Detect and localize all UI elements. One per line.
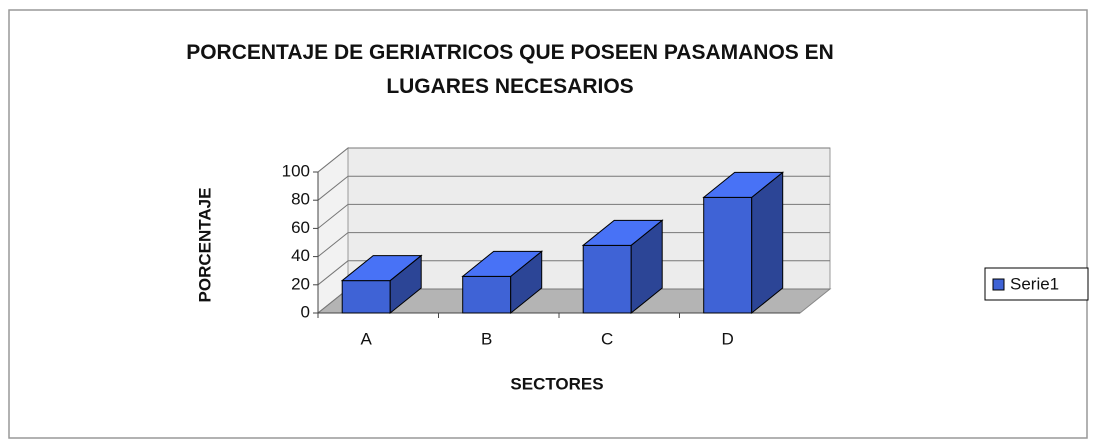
chart-title: PORCENTAJE DE GERIATRICOS QUE POSEEN PAS… — [186, 41, 834, 98]
bar — [340, 254, 423, 315]
bar-front — [462, 275, 512, 314]
bar — [581, 219, 664, 315]
bar-top — [461, 250, 544, 277]
bar-top — [702, 171, 785, 198]
y-tick-label: 100 — [282, 161, 310, 180]
y-tick-label: 20 — [291, 274, 310, 293]
y-axis-label: PORCENTAJE — [195, 188, 214, 303]
x-tick-label: C — [601, 329, 613, 348]
bar — [461, 250, 544, 315]
y-tick-label: 40 — [291, 246, 310, 265]
y-tick-label: 60 — [291, 218, 310, 237]
grid-line — [317, 147, 830, 173]
bar-front — [582, 244, 632, 314]
grid-line — [317, 175, 830, 201]
x-tick-label: B — [481, 329, 492, 348]
x-tick-label: D — [722, 329, 734, 348]
grid-line — [317, 232, 830, 257]
legend-label: Serie1 — [1010, 274, 1059, 293]
bar-front — [703, 196, 753, 314]
x-tick-label: A — [361, 329, 373, 348]
bar — [702, 171, 785, 315]
x-axis-label: SECTORES — [510, 374, 603, 393]
legend-swatch — [992, 278, 1005, 291]
grid-line — [317, 260, 830, 286]
bar-top — [340, 255, 423, 282]
bar-front — [341, 280, 391, 314]
y-tick-label: 0 — [301, 302, 310, 321]
grid-line — [317, 203, 830, 229]
bar-top — [581, 219, 664, 246]
y-tick-label: 80 — [291, 190, 310, 209]
